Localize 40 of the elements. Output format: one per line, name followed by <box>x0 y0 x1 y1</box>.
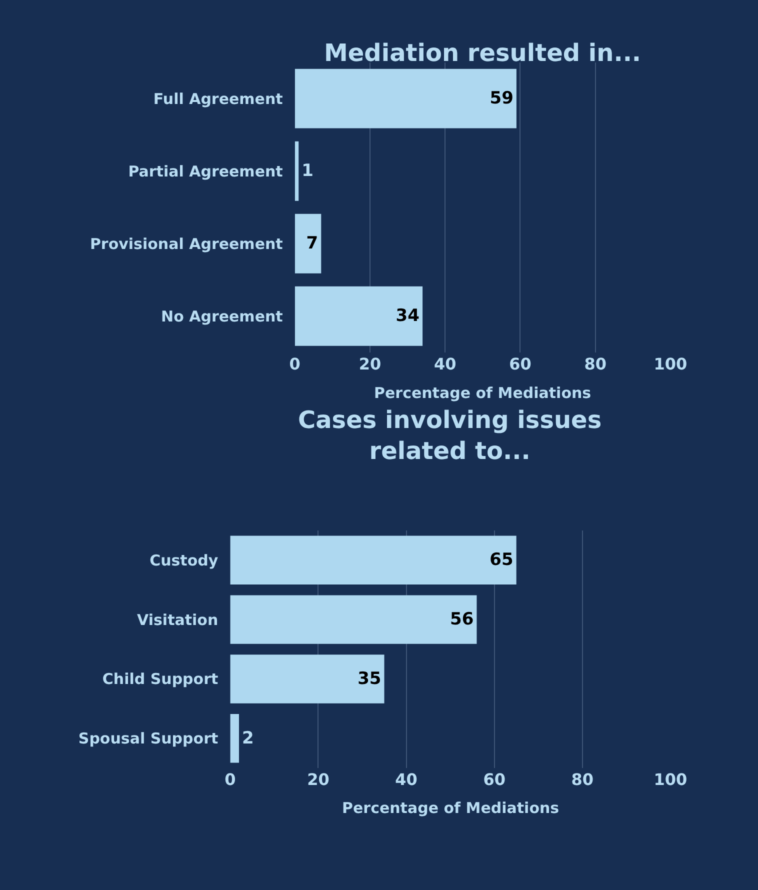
bar <box>294 214 322 274</box>
bar <box>294 286 423 346</box>
x-tick-label: 0 <box>289 354 300 374</box>
data-label: 35 <box>358 668 382 689</box>
bar <box>294 141 299 201</box>
y-tick-label: Custody <box>150 551 218 570</box>
data-label: 34 <box>396 306 420 326</box>
data-label: 2 <box>242 728 254 748</box>
x-tick-label: 0 <box>224 770 236 790</box>
x-axis-title: Percentage of Mediations <box>374 384 592 402</box>
x-axis-title: Percentage of Mediations <box>342 799 560 817</box>
y-tick-label: Provisional Agreement <box>90 234 283 253</box>
x-tick-label: 40 <box>434 354 456 374</box>
y-tick-label: No Agreement <box>161 307 283 326</box>
x-tick-label: 80 <box>571 770 594 790</box>
y-tick-label: Spousal Support <box>78 730 218 748</box>
x-tick-label: 40 <box>395 770 418 790</box>
data-label: 59 <box>490 88 514 109</box>
x-tick-label: 60 <box>509 354 532 374</box>
x-tick-label: 100 <box>654 770 688 790</box>
y-tick-label: Child Support <box>102 670 218 688</box>
data-label: 7 <box>306 234 318 254</box>
bar <box>294 68 516 128</box>
bar <box>230 714 239 763</box>
y-tick-label: Visitation <box>137 610 218 629</box>
bar <box>230 595 477 644</box>
x-tick-label: 20 <box>307 770 330 790</box>
bar <box>230 536 516 584</box>
x-tick-label: 60 <box>483 770 506 790</box>
chart-title: Mediation resulted in... <box>324 39 642 67</box>
x-tick-label: 100 <box>654 354 688 374</box>
y-tick-label: Full Agreement <box>153 90 283 108</box>
x-tick-label: 80 <box>584 354 606 374</box>
x-tick-label: 20 <box>358 354 382 374</box>
bar <box>230 654 384 704</box>
chart-title: Cases involving issues related to... <box>298 406 602 466</box>
data-label: 65 <box>490 550 514 570</box>
data-label: 56 <box>450 610 474 630</box>
data-label: 1 <box>302 161 314 182</box>
y-tick-label: Partial Agreement <box>128 162 283 180</box>
